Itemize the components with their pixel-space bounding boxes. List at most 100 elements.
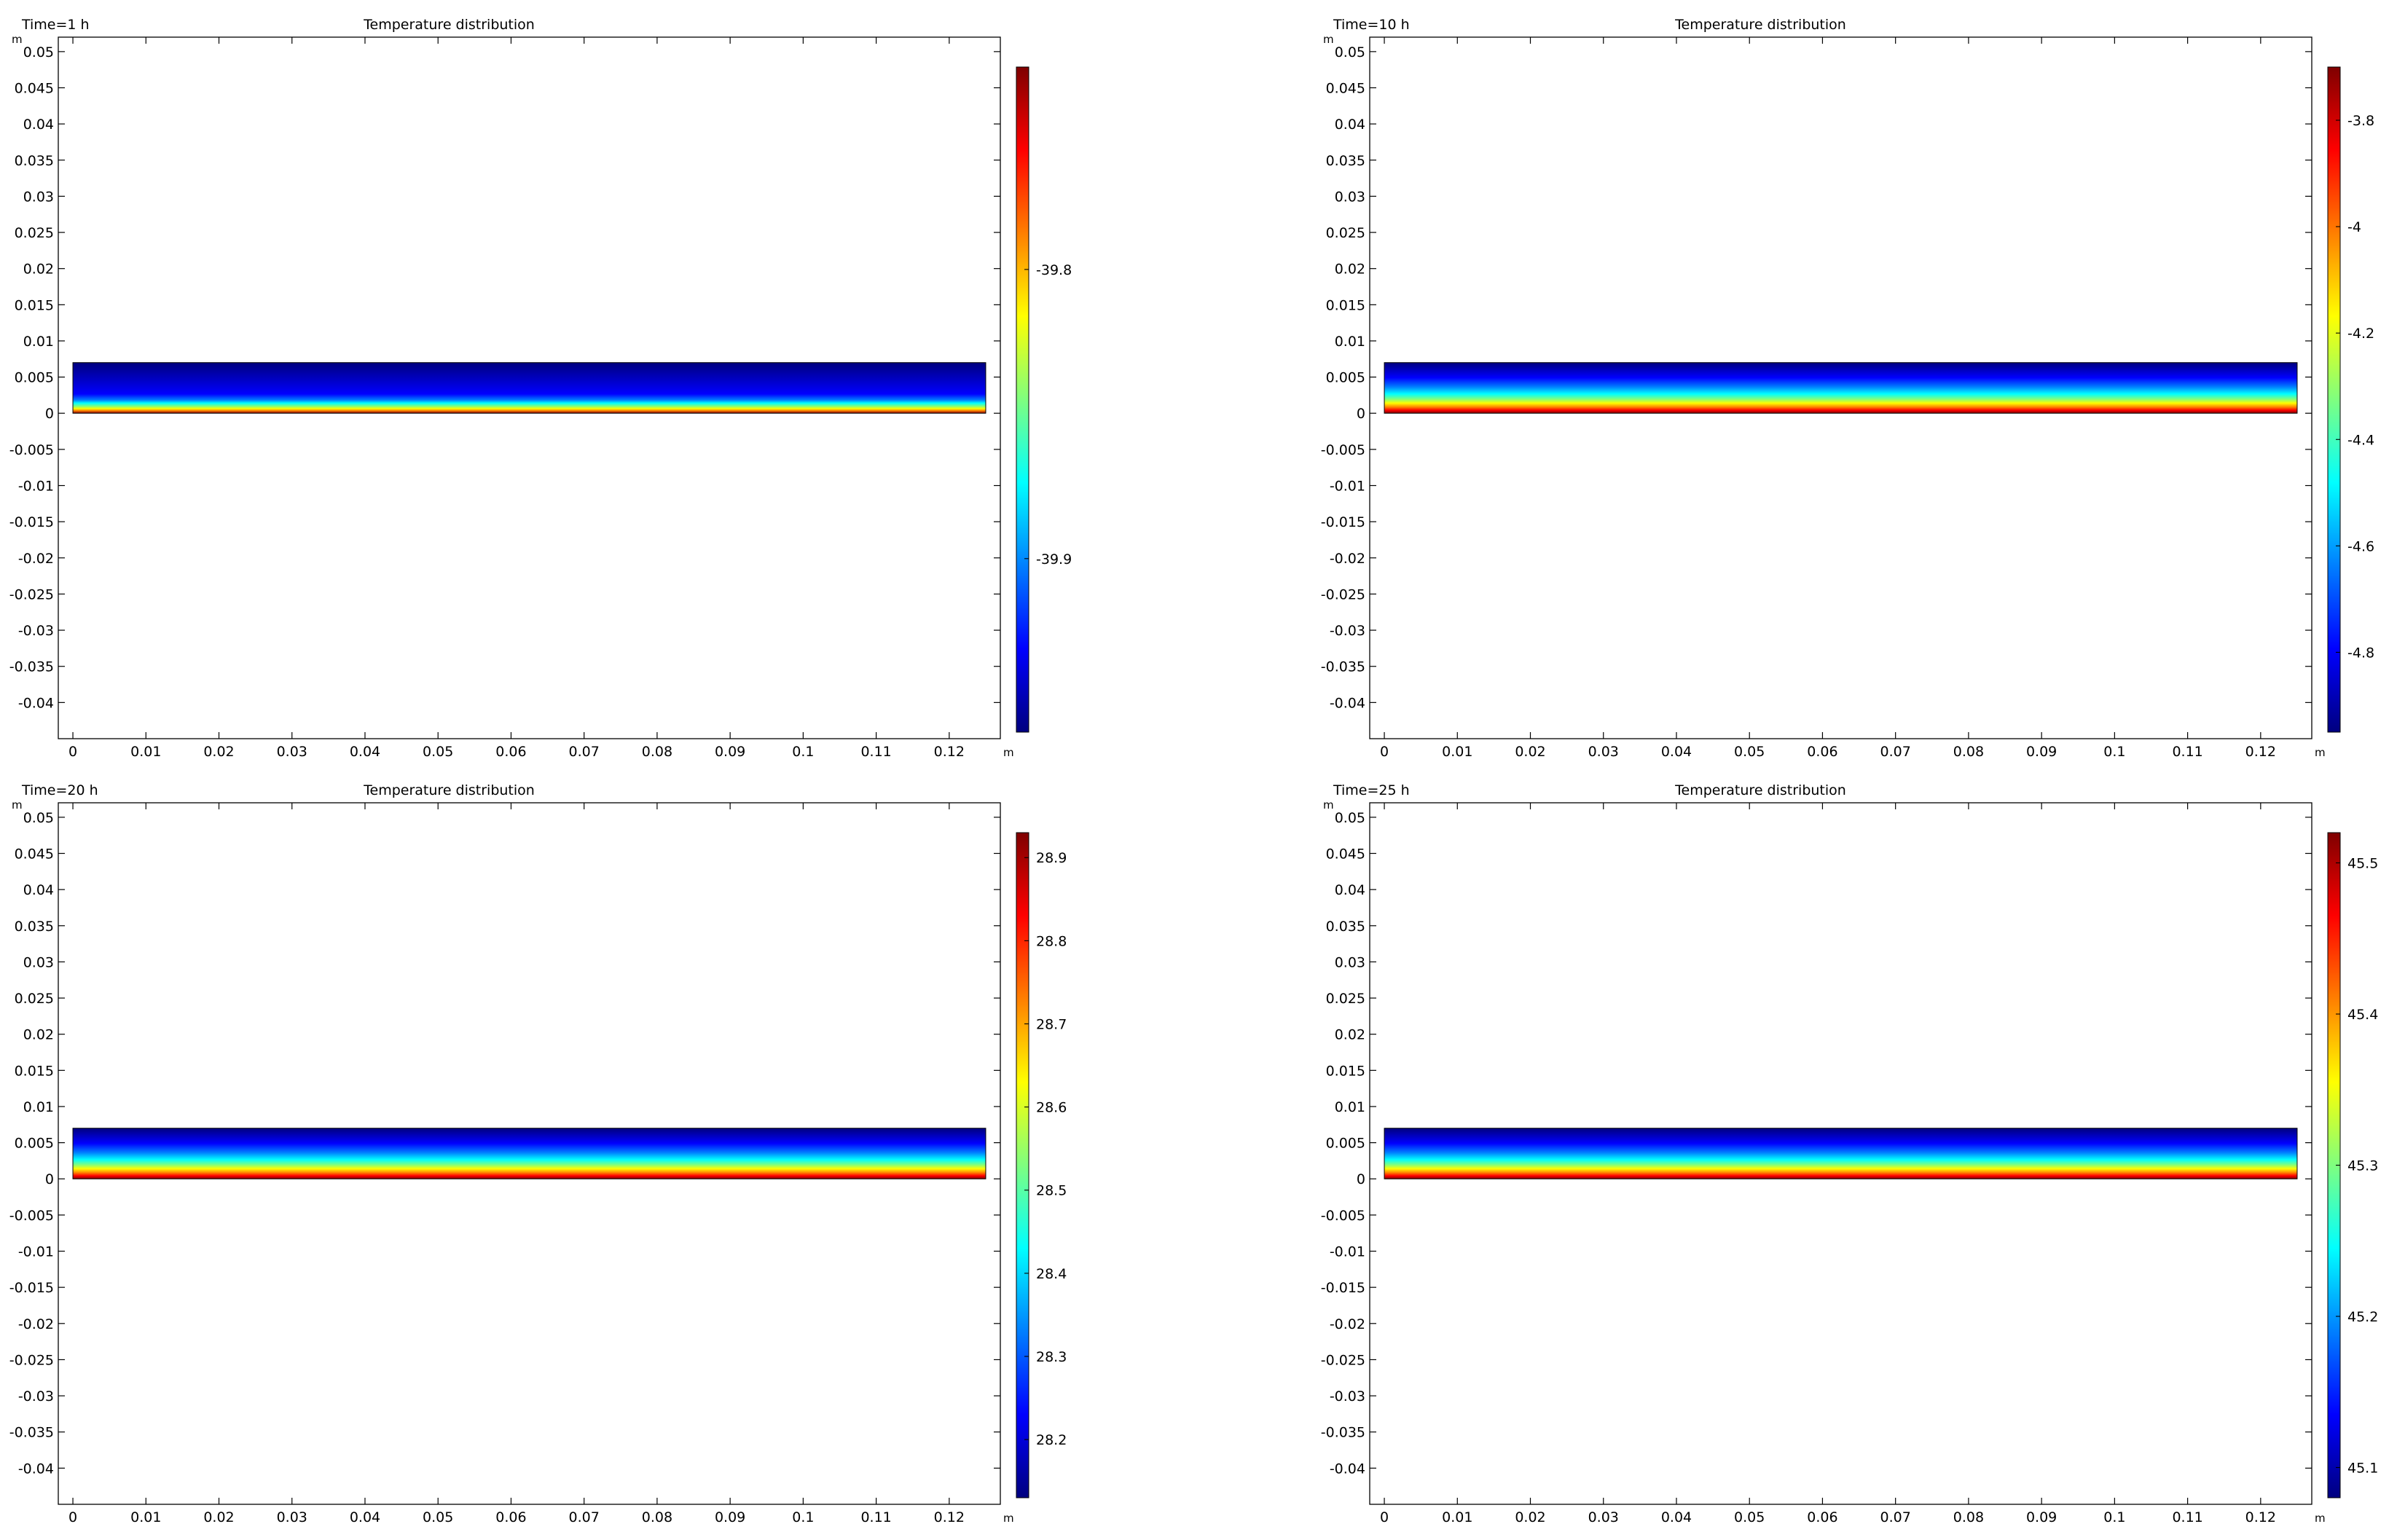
colorbar-tick-label: 45.4: [2347, 1007, 2378, 1023]
x-tick-label: 0.04: [350, 1509, 380, 1525]
x-tick-label: 0.07: [569, 744, 600, 760]
y-tick-label: 0.015: [1326, 1063, 1365, 1079]
y-tick-label: 0.03: [1335, 954, 1365, 970]
temperature-field: [73, 362, 986, 414]
colorbar-tick-label: 28.3: [1036, 1349, 1067, 1365]
y-tick-label: 0.04: [23, 882, 54, 898]
y-tick-label: 0.035: [1326, 919, 1365, 935]
x-tick-label: 0.03: [1588, 744, 1619, 760]
x-tick-label: 0.06: [495, 1509, 526, 1525]
y-tick-label: -0.01: [1330, 479, 1365, 495]
y-tick-label: -0.005: [1321, 1208, 1365, 1224]
y-tick-label: 0: [45, 1171, 54, 1187]
y-tick-label: 0.005: [1326, 1136, 1365, 1152]
colorbar-tick-label: -4.6: [2347, 538, 2374, 554]
y-tick-label: -0.04: [18, 695, 54, 711]
x-tick-label: 0.05: [1734, 744, 1765, 760]
x-unit-label: m: [2315, 1512, 2326, 1525]
x-tick-label: 0.1: [2103, 744, 2125, 760]
y-tick-label: 0.01: [1335, 1099, 1365, 1115]
y-tick-label: 0: [45, 406, 54, 422]
colorbar-tick-label: -4: [2347, 219, 2361, 235]
y-tick-label: 0.005: [15, 1136, 54, 1152]
colorbar-tick-label: -4.2: [2347, 326, 2374, 342]
x-tick-label: 0: [1380, 744, 1389, 760]
y-tick-label: 0.01: [23, 1099, 54, 1115]
y-tick-label: 0.025: [1326, 225, 1365, 241]
x-tick-label: 0.07: [569, 1509, 600, 1525]
y-tick-label: 0.015: [15, 297, 54, 313]
axes-frame: [58, 36, 1001, 739]
y-tick-label: 0.025: [15, 225, 54, 241]
y-tick-label: 0.04: [1335, 882, 1365, 898]
plot-panel-3: Time=20 h Temperature distribution m 0.05 0.…: [0, 766, 1194, 1536]
plot-title: Temperature distribution: [1674, 782, 1846, 798]
colorbar: [1016, 66, 1029, 733]
x-tick-label: 0.12: [2245, 744, 2276, 760]
x-tick-label: 0.01: [130, 744, 161, 760]
axes-frame: [1369, 802, 2312, 1505]
plot-title: Temperature distribution: [363, 782, 535, 798]
y-tick-label: -0.03: [1330, 1388, 1365, 1405]
colorbar-tick-label: -4.8: [2347, 645, 2374, 661]
y-tick-label: 0.035: [1326, 153, 1365, 169]
colorbar-tick-label: 45.1: [2347, 1461, 2378, 1477]
x-unit-label: m: [2315, 746, 2326, 759]
colorbar-tick-label: 28.5: [1036, 1183, 1067, 1199]
colorbar-tick-label: 28.7: [1036, 1016, 1067, 1032]
y-tick-label: -0.035: [9, 1425, 54, 1441]
y-tick-label: -0.035: [9, 659, 54, 675]
x-tick-label: 0.03: [1588, 1509, 1619, 1525]
x-tick-label: 0.07: [1880, 1509, 1911, 1525]
y-tick-label: -0.01: [18, 1244, 54, 1260]
x-unit-label: m: [1003, 1512, 1014, 1525]
x-tick-label: 0: [68, 1509, 77, 1525]
y-tick-label: -0.04: [18, 1461, 54, 1477]
colorbar-tick-label: 45.2: [2347, 1309, 2378, 1325]
y-unit-label: m: [1323, 33, 1334, 46]
y-tick-label: 0.05: [23, 810, 54, 826]
y-tick-label: 0.02: [1335, 262, 1365, 278]
axes-frame: [1369, 36, 2312, 739]
y-tick-label: -0.02: [18, 551, 54, 567]
x-tick-label: 0.12: [934, 744, 965, 760]
x-tick-label: 0.11: [2172, 744, 2202, 760]
colorbar-tick-label: -39.9: [1036, 551, 1072, 567]
temperature-field: [1384, 1128, 2297, 1179]
y-tick-label: 0.045: [15, 80, 54, 96]
y-tick-label: 0.05: [1335, 810, 1365, 826]
y-tick-label: -0.035: [1321, 1425, 1365, 1441]
colorbar-tick-label: 45.5: [2347, 856, 2378, 872]
x-tick-label: 0: [68, 744, 77, 760]
y-tick-label: 0.02: [23, 1027, 54, 1043]
plot-svg: Time=1 h Temperature distributionm0.050.0…: [9, 17, 1072, 760]
x-tick-label: 0.08: [1953, 1509, 1984, 1525]
x-unit-label: m: [1003, 746, 1014, 759]
x-tick-label: 0.02: [1515, 744, 1545, 760]
x-tick-label: 0.08: [642, 1509, 672, 1525]
y-tick-label: 0.025: [15, 991, 54, 1007]
plot-svg: Time=25 h Temperature distributionm0.050.…: [1321, 782, 2379, 1525]
y-tick-label: -0.015: [1321, 1280, 1365, 1296]
y-tick-label: -0.01: [18, 479, 54, 495]
colorbar-tick-label: -4.4: [2347, 432, 2374, 448]
x-tick-label: 0.1: [792, 1509, 814, 1525]
y-tick-label: -0.005: [1321, 442, 1365, 458]
plot-title: Temperature distribution: [363, 17, 535, 33]
y-tick-label: 0.04: [1335, 117, 1365, 133]
x-tick-label: 0.02: [1515, 1509, 1545, 1525]
temperature-field-border: [1384, 1128, 2298, 1179]
y-tick-label: 0: [1357, 1171, 1365, 1187]
x-tick-label: 0.05: [423, 1509, 453, 1525]
y-tick-label: -0.025: [9, 1352, 54, 1368]
y-tick-label: 0.005: [15, 370, 54, 386]
y-tick-label: -0.03: [18, 623, 54, 639]
x-tick-label: 0.02: [203, 744, 234, 760]
y-tick-label: 0.005: [1326, 370, 1365, 386]
y-tick-label: 0.02: [23, 262, 54, 278]
y-tick-label: -0.04: [1330, 695, 1365, 711]
time-label: Time=10 h: [1333, 17, 1410, 33]
x-tick-label: 0.11: [2172, 1509, 2202, 1525]
x-tick-label: 0.06: [495, 744, 526, 760]
colorbar: [1016, 832, 1029, 1498]
